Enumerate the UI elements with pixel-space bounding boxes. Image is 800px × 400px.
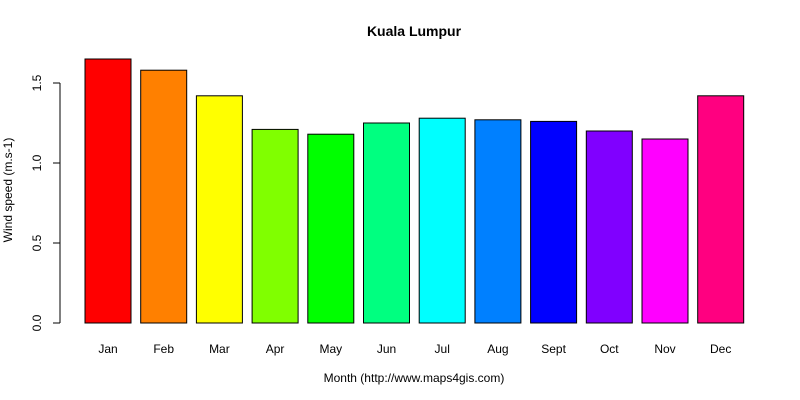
y-axis: 0.0 0.5 1.0 1.5 [30,74,61,331]
bar-dec [697,95,745,324]
x-axis-label: Month (http://www.maps4gis.com) [324,371,505,385]
bar-sept [530,120,578,324]
x-tick-label: Mar [209,342,230,356]
x-tick-label: Dec [710,342,731,356]
x-tick-label: Jun [377,342,396,356]
x-tick-label: Sept [541,342,566,356]
x-tick-label: Jul [435,342,450,356]
x-tick-label: Apr [266,342,285,356]
bar-mar [195,95,243,324]
bar-apr [251,128,299,324]
x-tick-labels: Jan Feb Mar Apr May Jun Jul Aug Sept Oct Nov Dec [98,342,731,356]
bar-aug [474,119,522,324]
bar-jun [363,122,410,324]
y-axis-label: Wind speed (m.s-1) [1,138,15,243]
chart-title: Kuala Lumpur [367,23,462,39]
y-tick-label: 0.0 [30,314,44,331]
bar-may [307,133,355,324]
bar-nov [641,138,689,324]
x-tick-label: Nov [654,342,675,356]
bar-jan [84,58,132,324]
x-tick-label: May [319,342,342,356]
bar-feb [140,69,188,324]
y-tick-label: 1.0 [30,154,44,171]
y-tick-label: 1.5 [30,74,44,91]
bar-jul [418,117,466,324]
x-tick-label: Jan [98,342,117,356]
bars-group [84,58,745,324]
y-tick-label: 0.5 [30,234,44,251]
bar-oct [585,130,633,324]
x-tick-label: Oct [600,342,619,356]
x-tick-label: Aug [487,342,508,356]
x-tick-label: Feb [153,342,174,356]
